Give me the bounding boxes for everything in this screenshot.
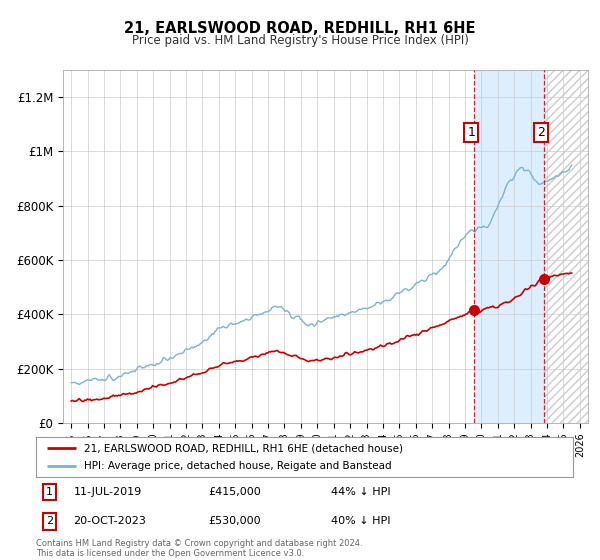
Text: Contains HM Land Registry data © Crown copyright and database right 2024.
This d: Contains HM Land Registry data © Crown c… [36, 539, 362, 558]
Text: HPI: Average price, detached house, Reigate and Banstead: HPI: Average price, detached house, Reig… [85, 461, 392, 471]
Text: 44% ↓ HPI: 44% ↓ HPI [331, 487, 391, 497]
Text: 1: 1 [467, 126, 475, 139]
Bar [473, 70, 544, 423]
Text: 1: 1 [46, 487, 53, 497]
Text: 11-JUL-2019: 11-JUL-2019 [74, 487, 142, 497]
Text: 21, EARLSWOOD ROAD, REDHILL, RH1 6HE: 21, EARLSWOOD ROAD, REDHILL, RH1 6HE [124, 21, 476, 36]
Bar [544, 70, 588, 423]
Bar [544, 70, 588, 423]
Text: 21, EARLSWOOD ROAD, REDHILL, RH1 6HE (detached house): 21, EARLSWOOD ROAD, REDHILL, RH1 6HE (de… [85, 443, 403, 453]
Text: 20-OCT-2023: 20-OCT-2023 [74, 516, 146, 526]
Text: 2: 2 [537, 126, 545, 139]
Text: £415,000: £415,000 [208, 487, 260, 497]
Text: Price paid vs. HM Land Registry's House Price Index (HPI): Price paid vs. HM Land Registry's House … [131, 34, 469, 46]
Text: 2: 2 [46, 516, 53, 526]
Text: 40% ↓ HPI: 40% ↓ HPI [331, 516, 391, 526]
Text: £530,000: £530,000 [208, 516, 260, 526]
